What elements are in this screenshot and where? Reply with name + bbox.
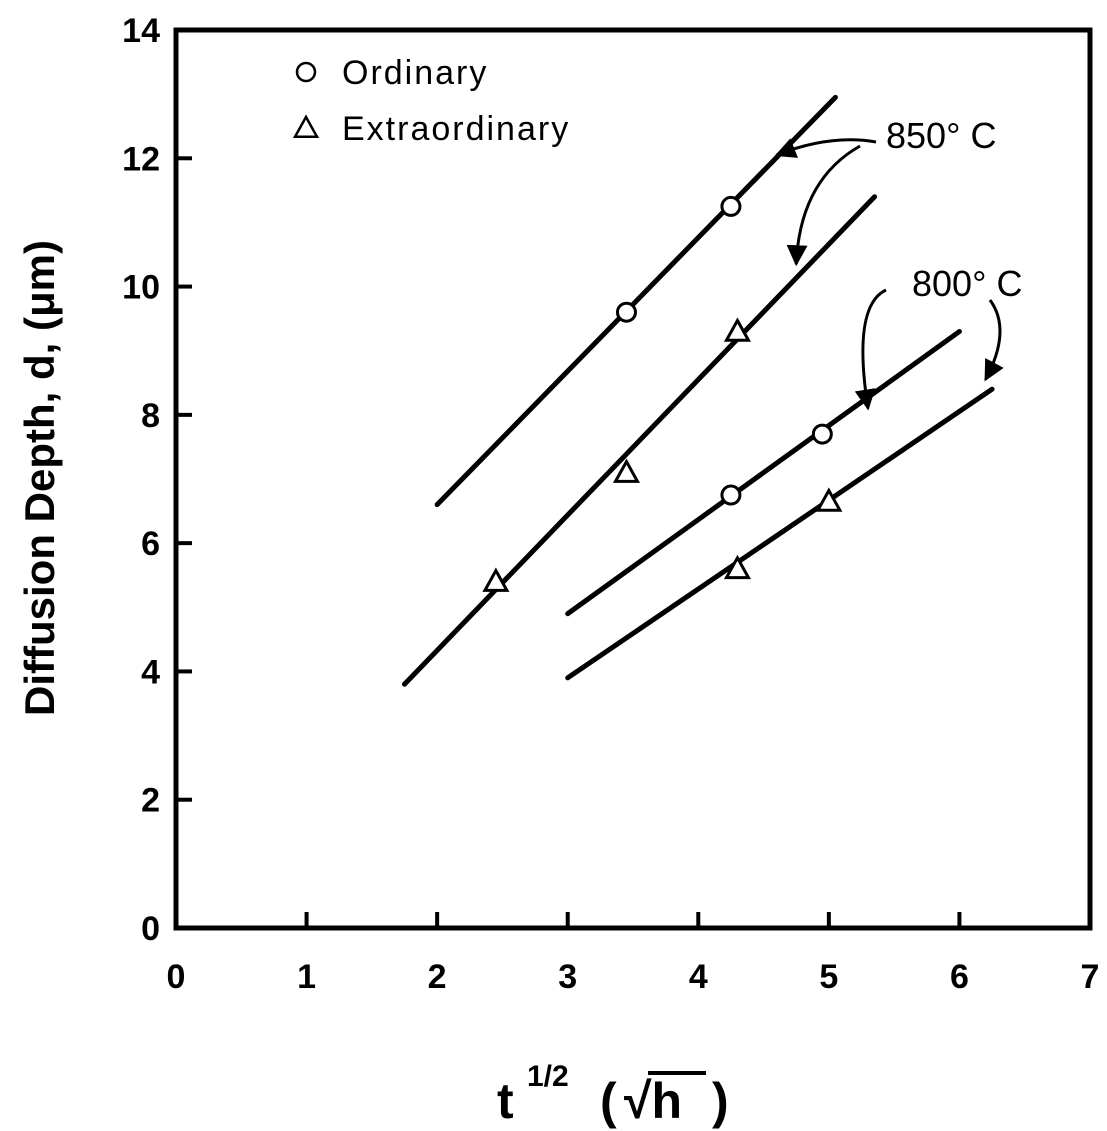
x-axis-title: t 1/2 ( √h ): [497, 1060, 729, 1129]
x-tick-label: 3: [558, 958, 577, 996]
y-tick-label: 0: [141, 910, 160, 948]
y-axis: 0 2 4 6 8 10 12 14: [122, 12, 192, 948]
x-tick-label: 2: [428, 958, 447, 996]
data-point-850-circle: [615, 301, 637, 323]
y-tick-label: 4: [141, 653, 160, 691]
x-tick-label: 4: [689, 958, 708, 996]
legend-label-circle: Ordinary: [342, 54, 488, 92]
y-tick-label: 2: [141, 782, 160, 820]
x-tick-label: 6: [950, 958, 969, 996]
legend-marker-triangle: [292, 114, 320, 139]
x-axis-title-open-paren: (: [600, 1073, 617, 1129]
fit-line-800-circle: [565, 328, 962, 617]
annotation-label-800: 800° C: [912, 263, 1022, 304]
legend-label-triangle: Extraordinary: [342, 110, 570, 148]
data-point-850-triangle: [612, 458, 641, 483]
y-tick-label: 10: [122, 269, 160, 307]
data-point-850-triangle: [482, 567, 510, 592]
x-tick-label: 7: [1081, 958, 1100, 996]
fit-line-850-triangle: [402, 194, 878, 687]
y-tick-label: 12: [122, 140, 160, 178]
annotation-arrow: [786, 144, 861, 267]
x-axis-title-close-paren: ): [712, 1073, 729, 1129]
x-axis-title-exponent: 1/2: [527, 1060, 569, 1093]
x-axis-title-unit: √h: [624, 1073, 682, 1129]
fit-line-850-circle: [434, 94, 838, 508]
x-tick-label: 0: [167, 958, 186, 996]
x-axis-title-base: t: [497, 1073, 514, 1129]
data-point-800-triangle: [723, 554, 752, 580]
fit-lines: [402, 94, 995, 687]
annotation-label-850: 850° C: [886, 115, 996, 156]
annotations: 850° C 800° C: [774, 115, 1022, 411]
data-point-800-circle: [720, 484, 742, 506]
data-point-800-circle: [811, 423, 833, 445]
legend: Ordinary Extraordinary: [292, 54, 570, 148]
x-tick-label: 5: [819, 958, 838, 996]
annotation-arrow: [854, 288, 887, 411]
y-axis-title: Diffusion Depth, d, (μm): [16, 240, 63, 716]
y-tick-label: 14: [122, 12, 160, 50]
data-point-850-triangle: [723, 317, 752, 342]
data-point-850-circle: [720, 195, 742, 217]
annotation-arrow: [984, 299, 1004, 382]
y-tick-label: 8: [141, 397, 160, 435]
annotation-arrow: [774, 138, 877, 158]
fit-line-800-triangle: [565, 386, 995, 681]
plot-area: [173, 27, 1093, 931]
data-markers: [482, 195, 843, 592]
plot-frame: [173, 27, 1093, 931]
legend-marker-circle: [295, 61, 317, 83]
y-tick-label: 6: [141, 525, 160, 563]
x-axis: 0 1 2 3 4 5 6 7: [167, 912, 1100, 996]
x-tick-label: 1: [297, 958, 316, 996]
data-point-800-triangle: [815, 487, 843, 512]
